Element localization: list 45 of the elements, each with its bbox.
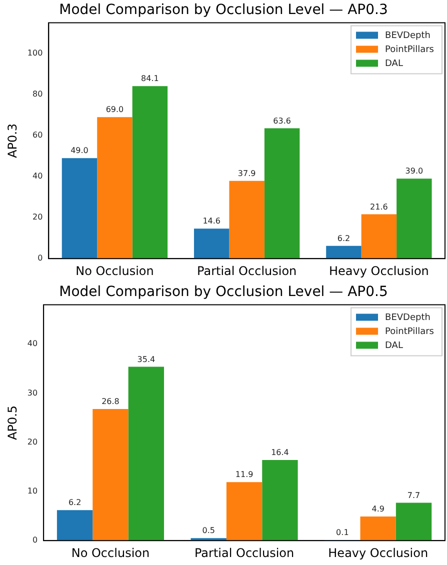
data-label: 4.9: [372, 504, 384, 514]
x-tick-label: Heavy Occlusion: [329, 264, 429, 278]
chart-title: Model Comparison by Occlusion Level — AP0.5: [59, 284, 388, 300]
data-label: 49.0: [70, 146, 88, 156]
y-axis-title: AP0.3: [5, 123, 20, 158]
data-label: 6.2: [337, 234, 350, 243]
x-tick-label: Partial Occlusion: [197, 264, 297, 278]
data-label: 11.9: [235, 470, 254, 480]
data-label: 14.6: [202, 216, 221, 226]
x-tick-label: No Occlusion: [76, 264, 154, 278]
legend-label: DAL: [385, 341, 403, 352]
legend-label: BEVDepth: [385, 31, 430, 42]
y-tick-label: 60: [32, 130, 43, 140]
y-tick-label: 20: [27, 437, 38, 446]
data-label: 84.1: [141, 74, 159, 84]
legend-label: BEVDepth: [385, 313, 430, 324]
y-tick-label: 30: [27, 388, 38, 398]
data-label: 63.6: [273, 116, 291, 126]
y-tick-label: 100: [27, 48, 43, 58]
y-axis-title: AP0.5: [5, 405, 20, 440]
data-label: 26.8: [102, 397, 120, 406]
y-tick-label: 10: [27, 486, 38, 496]
data-label: 37.9: [238, 168, 256, 178]
y-tick-label: 20: [32, 212, 43, 222]
y-tick-label: 0: [38, 254, 43, 263]
data-label: 0.1: [336, 528, 349, 538]
x-tick-label: Heavy Occlusion: [328, 546, 428, 560]
legend-label: PointPillars: [385, 327, 434, 338]
y-tick-label: 40: [27, 339, 38, 348]
y-tick-label: 80: [32, 90, 43, 99]
data-label: 6.2: [68, 498, 82, 508]
y-tick-label: 0: [32, 536, 38, 545]
x-tick-label: No Occlusion: [71, 546, 150, 560]
data-label: 0.5: [202, 526, 215, 536]
legend-label: DAL: [385, 59, 403, 70]
x-tick-label: Partial Occlusion: [194, 546, 294, 560]
data-label: 39.0: [405, 166, 424, 176]
chart-title: Model Comparison by Occlusion Level — AP0.3: [59, 2, 388, 18]
data-label: 69.0: [106, 105, 124, 114]
data-label: 16.4: [271, 448, 289, 458]
legend-label: PointPillars: [385, 45, 434, 56]
data-label: 7.7: [407, 490, 420, 500]
data-label: 21.6: [370, 202, 388, 212]
y-tick-label: 40: [32, 172, 43, 181]
data-label: 35.4: [137, 354, 156, 364]
